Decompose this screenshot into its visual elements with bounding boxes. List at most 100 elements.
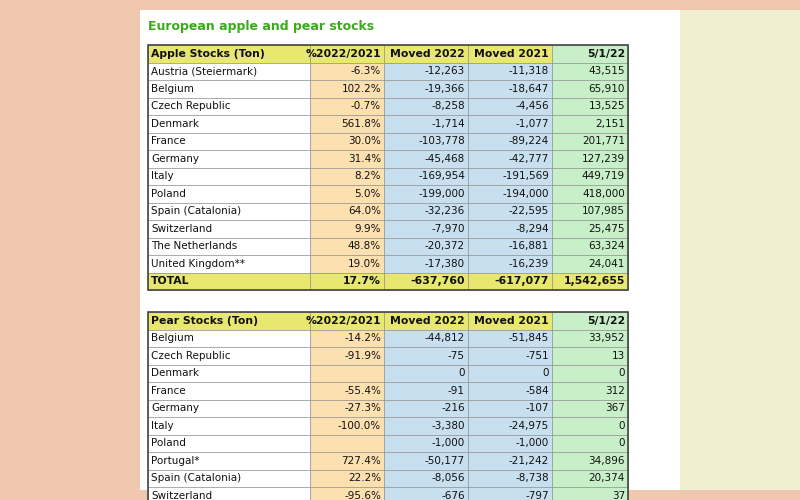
FancyBboxPatch shape: [468, 62, 552, 80]
FancyBboxPatch shape: [384, 185, 468, 202]
FancyBboxPatch shape: [552, 238, 628, 255]
Text: -3,380: -3,380: [431, 421, 465, 430]
FancyBboxPatch shape: [310, 185, 384, 202]
FancyBboxPatch shape: [384, 347, 468, 364]
Text: 17.7%: 17.7%: [343, 276, 381, 286]
FancyBboxPatch shape: [468, 220, 552, 238]
FancyBboxPatch shape: [148, 255, 310, 272]
FancyBboxPatch shape: [148, 168, 310, 185]
FancyBboxPatch shape: [148, 417, 310, 434]
Text: -91: -91: [448, 386, 465, 396]
FancyBboxPatch shape: [148, 347, 310, 364]
Text: Belgium: Belgium: [151, 333, 194, 343]
FancyBboxPatch shape: [384, 487, 468, 500]
Text: France: France: [151, 386, 186, 396]
Text: 0: 0: [618, 368, 625, 378]
FancyBboxPatch shape: [552, 434, 628, 452]
FancyBboxPatch shape: [552, 168, 628, 185]
Text: The Netherlands: The Netherlands: [151, 242, 238, 251]
Text: Poland: Poland: [151, 188, 186, 198]
FancyBboxPatch shape: [310, 487, 384, 500]
FancyBboxPatch shape: [310, 62, 384, 80]
FancyBboxPatch shape: [310, 220, 384, 238]
FancyBboxPatch shape: [552, 364, 628, 382]
Text: 20,374: 20,374: [589, 473, 625, 483]
Text: -751: -751: [526, 351, 549, 361]
FancyBboxPatch shape: [468, 168, 552, 185]
FancyBboxPatch shape: [468, 470, 552, 487]
FancyBboxPatch shape: [148, 382, 310, 400]
FancyBboxPatch shape: [552, 255, 628, 272]
FancyBboxPatch shape: [552, 62, 628, 80]
Text: 5/1/22: 5/1/22: [586, 49, 625, 58]
Text: -22,595: -22,595: [509, 206, 549, 216]
FancyBboxPatch shape: [552, 470, 628, 487]
Text: -637,760: -637,760: [410, 276, 465, 286]
FancyBboxPatch shape: [310, 272, 384, 290]
Text: -4,456: -4,456: [515, 101, 549, 112]
Text: Germany: Germany: [151, 403, 199, 413]
Text: -27.3%: -27.3%: [344, 403, 381, 413]
Text: -18,647: -18,647: [509, 84, 549, 94]
Text: Portugal*: Portugal*: [151, 456, 199, 466]
FancyBboxPatch shape: [384, 470, 468, 487]
FancyBboxPatch shape: [310, 238, 384, 255]
FancyBboxPatch shape: [468, 417, 552, 434]
FancyBboxPatch shape: [552, 272, 628, 290]
FancyBboxPatch shape: [468, 185, 552, 202]
FancyBboxPatch shape: [148, 80, 310, 98]
Text: -20,372: -20,372: [425, 242, 465, 251]
FancyBboxPatch shape: [148, 452, 310, 469]
Text: -0.7%: -0.7%: [351, 101, 381, 112]
Text: -1,000: -1,000: [516, 438, 549, 448]
FancyBboxPatch shape: [468, 434, 552, 452]
FancyBboxPatch shape: [384, 452, 468, 469]
FancyBboxPatch shape: [310, 417, 384, 434]
Text: 561.8%: 561.8%: [342, 118, 381, 128]
Text: -797: -797: [526, 491, 549, 500]
Text: TOTAL: TOTAL: [151, 276, 190, 286]
FancyBboxPatch shape: [384, 80, 468, 98]
Text: -75: -75: [448, 351, 465, 361]
Text: -191,569: -191,569: [502, 171, 549, 181]
FancyBboxPatch shape: [148, 470, 310, 487]
FancyBboxPatch shape: [468, 132, 552, 150]
Text: -24,975: -24,975: [509, 421, 549, 430]
FancyBboxPatch shape: [468, 45, 552, 62]
Text: -1,077: -1,077: [515, 118, 549, 128]
FancyBboxPatch shape: [552, 487, 628, 500]
Text: -50,177: -50,177: [425, 456, 465, 466]
FancyBboxPatch shape: [468, 150, 552, 168]
Text: 0: 0: [542, 368, 549, 378]
FancyBboxPatch shape: [310, 470, 384, 487]
Text: 418,000: 418,000: [582, 188, 625, 198]
Text: 127,239: 127,239: [582, 154, 625, 164]
Text: Poland: Poland: [151, 438, 186, 448]
Text: -8,258: -8,258: [431, 101, 465, 112]
Text: %2022/2021: %2022/2021: [306, 316, 381, 326]
Text: -8,738: -8,738: [515, 473, 549, 483]
Text: 8.2%: 8.2%: [354, 171, 381, 181]
Text: 43,515: 43,515: [589, 66, 625, 76]
FancyBboxPatch shape: [552, 452, 628, 469]
FancyBboxPatch shape: [384, 417, 468, 434]
FancyBboxPatch shape: [148, 202, 310, 220]
FancyBboxPatch shape: [310, 330, 384, 347]
FancyBboxPatch shape: [468, 98, 552, 115]
Text: 727.4%: 727.4%: [342, 456, 381, 466]
FancyBboxPatch shape: [384, 312, 468, 330]
FancyBboxPatch shape: [384, 272, 468, 290]
FancyBboxPatch shape: [148, 364, 310, 382]
Text: 19.0%: 19.0%: [348, 259, 381, 269]
FancyBboxPatch shape: [148, 272, 310, 290]
FancyBboxPatch shape: [552, 132, 628, 150]
Text: Moved 2022: Moved 2022: [390, 316, 465, 326]
Text: 0: 0: [458, 368, 465, 378]
FancyBboxPatch shape: [310, 98, 384, 115]
FancyBboxPatch shape: [148, 132, 310, 150]
Text: 65,910: 65,910: [589, 84, 625, 94]
FancyBboxPatch shape: [384, 132, 468, 150]
FancyBboxPatch shape: [310, 80, 384, 98]
FancyBboxPatch shape: [310, 255, 384, 272]
FancyBboxPatch shape: [310, 452, 384, 469]
